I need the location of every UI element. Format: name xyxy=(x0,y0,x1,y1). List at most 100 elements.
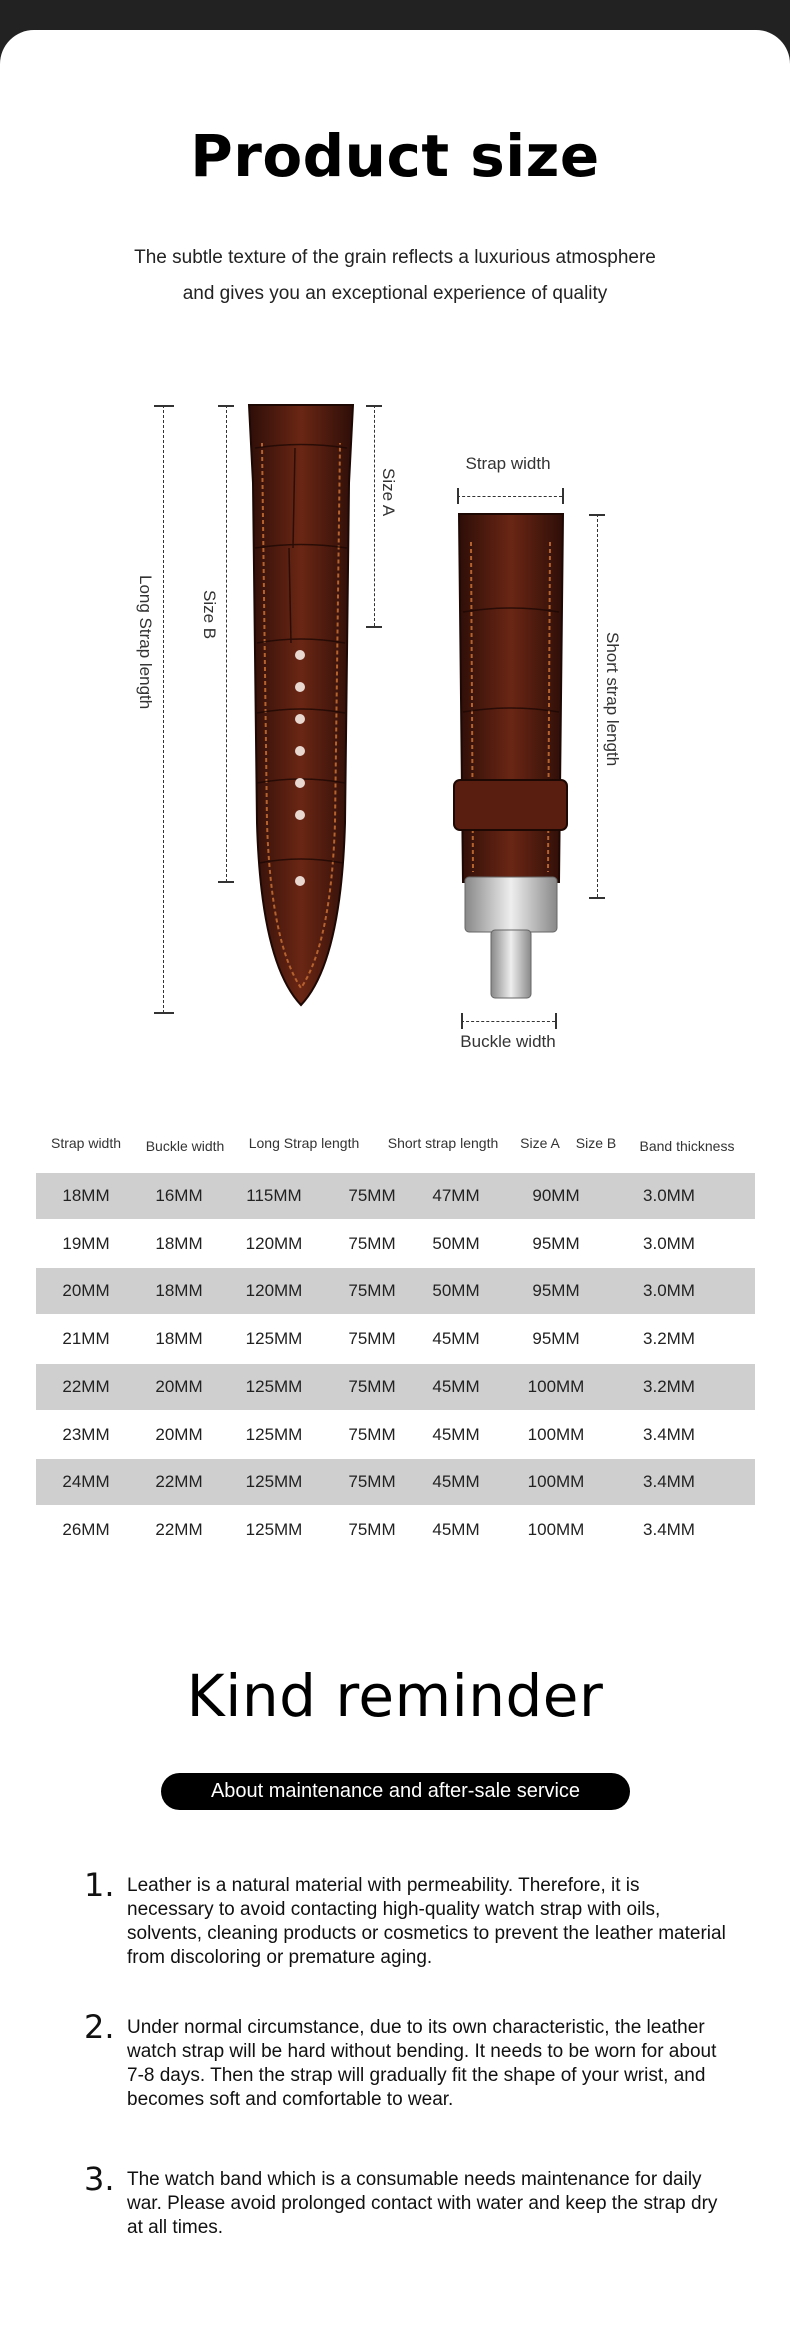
table-cell: 125MM xyxy=(245,1376,303,1396)
buckle-width-label: Buckle width xyxy=(460,1032,556,1051)
header-band-thickness: Band thickness xyxy=(639,1138,735,1154)
table-cell: 3.0MM xyxy=(643,1281,695,1301)
table-cell: 120MM xyxy=(245,1233,303,1253)
table-cell: 20MM xyxy=(155,1376,203,1396)
item-number: 2. xyxy=(84,2008,115,2046)
table-cell: 75MM xyxy=(348,1519,396,1539)
table-cell: 120MM xyxy=(245,1281,303,1301)
table-cell: 45MM xyxy=(432,1376,480,1396)
subtitle-line-1: The subtle texture of the grain reflects… xyxy=(134,247,656,268)
size-b-line xyxy=(226,405,227,882)
strap-width-line xyxy=(457,496,562,497)
table-row: 26MM 22MM 125MM 75MM 45MM 100MM 3.4MM xyxy=(36,1507,755,1553)
header-buckle-width: Buckle width xyxy=(145,1138,225,1154)
strap-width-label: Strap width xyxy=(465,454,551,473)
table-cell: 22MM xyxy=(62,1376,110,1396)
buckle-width-tick-right xyxy=(555,1013,557,1029)
short-strap-length-label: Short strap length xyxy=(603,632,622,767)
table-cell: 95MM xyxy=(532,1281,580,1301)
table-cell: 16MM xyxy=(155,1186,203,1205)
short-strap-length-line xyxy=(597,514,598,897)
table-cell: 3.0MM xyxy=(643,1186,695,1205)
long-strap-tick-top xyxy=(154,405,174,407)
table-cell: 75MM xyxy=(348,1472,396,1492)
table-cell: 3.0MM xyxy=(643,1233,695,1253)
maintenance-pill: About maintenance and after-sale service xyxy=(161,1773,630,1810)
table-cell: 26MM xyxy=(62,1519,110,1539)
table-cell: 75MM xyxy=(348,1186,396,1205)
size-b-label: Size B xyxy=(200,590,219,640)
table-cell: 95MM xyxy=(532,1329,580,1349)
item-number: 3. xyxy=(84,2160,115,2198)
buckle-width-line xyxy=(461,1021,555,1022)
table-cell: 20MM xyxy=(155,1424,203,1444)
table-cell: 19MM xyxy=(62,1233,110,1253)
table-cell: 45MM xyxy=(432,1329,480,1349)
table-cell: 125MM xyxy=(245,1424,303,1444)
table-cell: 45MM xyxy=(432,1519,480,1539)
table-cell: 22MM xyxy=(155,1519,203,1539)
table-cell: 21MM xyxy=(62,1329,110,1349)
long-strap-image xyxy=(247,404,355,1007)
table-cell: 75MM xyxy=(348,1329,396,1349)
table-cell: 50MM xyxy=(432,1233,480,1253)
table-cell: 75MM xyxy=(348,1376,396,1396)
table-cell: 20MM xyxy=(62,1281,110,1301)
table-cell: 18MM xyxy=(155,1281,203,1301)
size-a-line xyxy=(374,405,375,626)
table-cell: 115MM xyxy=(246,1186,302,1205)
table-cell: 100MM xyxy=(527,1376,585,1396)
table-cell: 3.4MM xyxy=(643,1472,695,1492)
item-text: Under normal circumstance, due to its ow… xyxy=(127,2017,717,2110)
header-short-strap-length: Short strap length xyxy=(387,1135,499,1151)
table-cell: 3.2MM xyxy=(643,1329,695,1349)
table-cell: 95MM xyxy=(532,1233,580,1253)
table-row: 21MM 18MM 125MM 75MM 45MM 95MM 3.2MM xyxy=(36,1316,755,1362)
long-strap-tick-bottom xyxy=(154,1012,174,1014)
table-cell: 50MM xyxy=(432,1281,480,1301)
table-row: 19MM 18MM 120MM 75MM 50MM 95MM 3.0MM xyxy=(36,1221,755,1267)
size-a-label: Size A xyxy=(379,468,398,517)
table-cell: 125MM xyxy=(245,1329,303,1349)
table-cell: 3.4MM xyxy=(643,1519,695,1539)
table-cell: 18MM xyxy=(62,1186,110,1205)
table-cell: 75MM xyxy=(348,1424,396,1444)
subtitle-line-2: and gives you an exceptional experience … xyxy=(182,283,608,304)
table-cell: 100MM xyxy=(527,1519,585,1539)
table-cell: 90MM xyxy=(532,1186,580,1205)
header-long-strap-length: Long Strap length xyxy=(248,1135,360,1151)
item-number: 1. xyxy=(84,1866,115,1904)
long-strap-length-line xyxy=(163,405,164,1013)
long-strap-length-label: Long Strap length xyxy=(136,575,155,710)
table-row: 20MM 18MM 120MM 75MM 50MM 95MM 3.0MM xyxy=(36,1268,755,1315)
table-row: 22MM 20MM 125MM 75MM 45MM 100MM 3.2MM xyxy=(36,1363,755,1410)
table-cell: 125MM xyxy=(245,1472,303,1492)
item-text: The watch band which is a consumable nee… xyxy=(127,2169,718,2238)
short-strap-image xyxy=(453,513,568,999)
item-text: Leather is a natural material with perme… xyxy=(127,1875,726,1968)
table-cell: 100MM xyxy=(527,1472,585,1492)
table-cell: 45MM xyxy=(432,1472,480,1492)
table-cell: 24MM xyxy=(62,1472,110,1492)
table-row: 24MM 22MM 125MM 75MM 45MM 100MM 3.4MM xyxy=(36,1459,755,1506)
reminder-title: Kind reminder xyxy=(186,1662,604,1730)
table-row: 23MM 20MM 125MM 75MM 45MM 100MM 3.4MM xyxy=(36,1412,755,1458)
size-a-tick-bottom xyxy=(366,626,382,628)
table-cell: 3.2MM xyxy=(643,1376,695,1396)
table-row: 18MM 16MM 115MM 75MM 47MM 90MM 3.0MM xyxy=(36,1173,755,1219)
size-b-tick-bottom xyxy=(218,881,234,883)
table-cell: 75MM xyxy=(348,1233,396,1253)
table-cell: 18MM xyxy=(155,1233,203,1253)
table-cell: 125MM xyxy=(245,1519,303,1539)
strap-width-tick-right xyxy=(562,488,564,504)
header-size-b: Size B xyxy=(575,1135,617,1151)
table-cell: 47MM xyxy=(432,1186,480,1205)
page-title: Product size xyxy=(190,122,600,190)
short-strap-tick-bottom xyxy=(589,897,605,899)
header-size-a: Size A xyxy=(520,1135,560,1151)
table-cell: 3.4MM xyxy=(643,1424,695,1444)
table-cell: 75MM xyxy=(348,1281,396,1301)
table-cell: 23MM xyxy=(62,1424,110,1444)
table-cell: 18MM xyxy=(155,1329,203,1349)
header-strap-width: Strap width xyxy=(50,1135,122,1151)
